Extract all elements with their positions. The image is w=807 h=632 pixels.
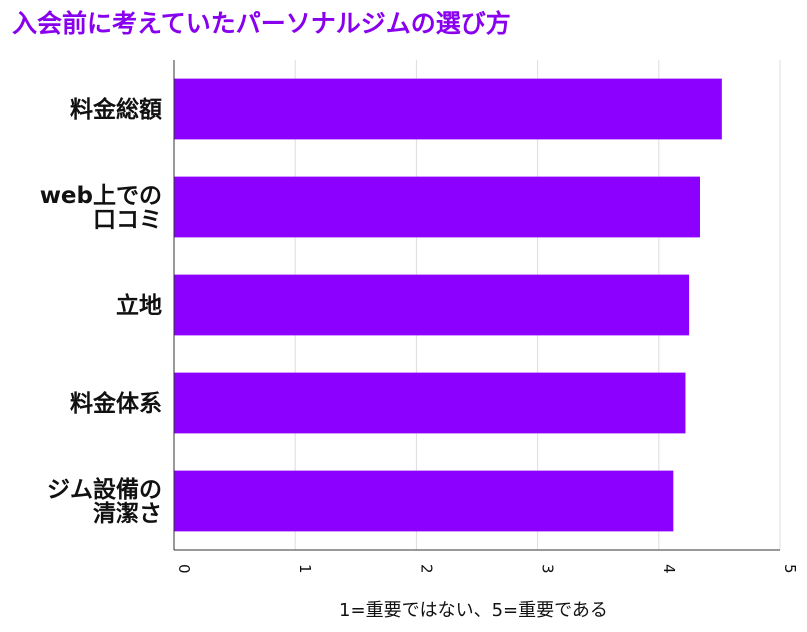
axes [173,60,780,551]
bar [174,78,722,140]
x-tick-label: 5 [781,564,799,574]
category-label: 料金体系 [70,390,162,417]
category-label: 料金総額 [70,96,162,123]
x-tick-labels: 0 1 2 3 4 5 [175,564,799,574]
x-tick-label: 3 [539,564,557,574]
category-label: web上での口コミ [40,183,162,233]
x-tick-label: 4 [660,564,678,574]
bar [174,372,686,434]
category-label: ジム設備の清潔さ [47,476,162,527]
bars [174,78,722,532]
x-axis-title: 1=重要ではない、5=重要である [339,600,608,621]
bar [174,176,701,238]
x-tick-label: 0 [175,564,193,574]
bar [174,470,674,532]
category-label: 立地 [116,292,162,319]
bar [174,274,690,336]
x-tick-label: 1 [296,564,314,574]
chart-title: 入会前に考えていたパーソナルジムの選び方 [12,9,511,38]
x-tick-label: 2 [417,564,435,574]
